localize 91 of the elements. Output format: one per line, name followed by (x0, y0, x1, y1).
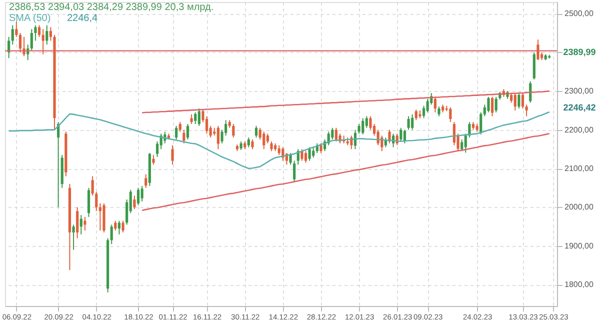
candlestick (42, 28, 44, 55)
candlestick (480, 112, 482, 135)
candlestick (182, 129, 186, 144)
candlestick (136, 187, 140, 206)
candlestick (232, 123, 235, 138)
candlestick (18, 32, 22, 53)
candlestick (247, 137, 250, 148)
y-tick-label: 2000,00 (564, 202, 594, 212)
candlestick (400, 127, 402, 142)
candlestick (118, 220, 121, 235)
line-series (141, 133, 550, 211)
candlestick (87, 187, 90, 218)
candlestick (521, 92, 524, 109)
candlestick (34, 24, 37, 42)
candlestick (518, 92, 520, 109)
candlestick (293, 160, 296, 183)
candlestick (320, 142, 322, 154)
candlestick (251, 138, 254, 150)
y-tick-label: 2300,00 (564, 86, 594, 96)
candlestick (175, 125, 178, 140)
candlestick (289, 152, 292, 166)
candlestick (369, 116, 372, 130)
candlestick (266, 133, 269, 144)
candlestick (331, 127, 334, 140)
candlestick (262, 131, 266, 150)
candlestick (110, 224, 113, 245)
candlestick (190, 114, 193, 124)
candlestick (254, 125, 258, 138)
candlestick (95, 191, 98, 212)
text: 2246,42 (563, 102, 596, 112)
candlestick (426, 98, 429, 113)
candlestick (388, 129, 391, 144)
candlestick (464, 133, 467, 154)
y-tick-label: 1800,00 (564, 280, 594, 290)
candlestick (152, 154, 155, 166)
candlestick (114, 220, 117, 231)
candlestick (438, 106, 440, 117)
y-tick-label: 2500,00 (564, 9, 594, 18)
candlestick (490, 96, 494, 117)
candlestick (38, 24, 41, 38)
candlestick (198, 108, 200, 126)
candlestick (76, 206, 79, 239)
candlestick (312, 146, 315, 158)
candlestick (46, 24, 48, 46)
candlestick (178, 122, 182, 132)
candlestick (358, 123, 360, 134)
candlestick (49, 26, 52, 42)
candlestick (494, 96, 498, 113)
candlestick (278, 144, 280, 156)
candlestick (487, 96, 490, 113)
y-tick-label: 2200,00 (564, 125, 594, 134)
y-tick-label: 1900,00 (564, 241, 594, 250)
candlestick (15, 20, 18, 38)
annotation: 2246,4 (67, 13, 98, 24)
candlestick (411, 114, 414, 130)
candlestick (186, 123, 190, 140)
candlestick (376, 129, 380, 146)
candlestick (452, 122, 456, 146)
candlestick (171, 144, 174, 166)
candlestick (122, 220, 124, 233)
candlestick (98, 202, 102, 231)
candlestick (140, 185, 144, 202)
candlestick (72, 224, 75, 250)
line-series (8, 111, 550, 170)
candlestick (434, 96, 436, 113)
candlestick (514, 92, 516, 111)
candlestick (91, 176, 94, 196)
annotation: 2386,53 2394,03 2384,29 2389,99 20,3 млрд. (9, 2, 214, 13)
candlestick (422, 105, 426, 119)
candlestick (449, 106, 452, 123)
candlestick (308, 146, 311, 162)
candlestick (362, 118, 364, 135)
candlestick (414, 109, 418, 121)
candlestick (525, 104, 528, 117)
candlestick (11, 24, 14, 46)
candlestick (270, 140, 273, 152)
candlestick (510, 92, 513, 104)
candlestick (144, 174, 148, 188)
candlestick (334, 127, 338, 142)
candlestick (133, 195, 136, 210)
candlestick (216, 125, 220, 150)
candlestick (80, 214, 82, 235)
candlestick (536, 39, 540, 61)
candlestick (403, 129, 406, 144)
text: SMA (50) (9, 13, 51, 24)
candlestick (304, 150, 308, 164)
candlestick (407, 116, 410, 130)
y-tick-label: 2100,00 (564, 164, 594, 174)
candlestick (30, 28, 33, 51)
text: 2389,99 (563, 46, 596, 57)
candlestick (194, 112, 197, 124)
